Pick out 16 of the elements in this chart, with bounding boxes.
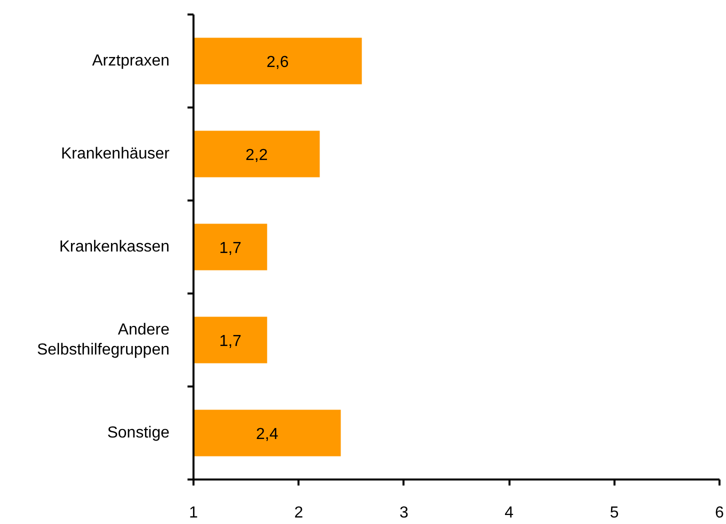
x-tick-label: 3 — [399, 504, 408, 522]
x-tick-label: 1 — [189, 504, 198, 522]
data-label: 1,7 — [219, 333, 242, 350]
y-tick-label: Andere Selbsthilfegruppen — [36, 321, 170, 359]
y-tick-label: Arztpraxen — [92, 52, 170, 70]
data-label: 1,7 — [219, 240, 242, 257]
y-tick-label: Krankenkassen — [59, 238, 170, 256]
x-tick-label: 2 — [294, 504, 304, 522]
data-label: 2,4 — [256, 426, 278, 443]
x-tick-label: 4 — [504, 504, 514, 522]
y-tick-label: Sonstige — [107, 424, 170, 442]
data-label: 2,2 — [246, 147, 268, 164]
y-tick-label: Krankenhäuser — [60, 146, 170, 162]
x-tick-label: 6 — [715, 504, 724, 522]
data-label: 2,6 — [266, 54, 289, 71]
x-tick-label: 5 — [610, 504, 619, 522]
